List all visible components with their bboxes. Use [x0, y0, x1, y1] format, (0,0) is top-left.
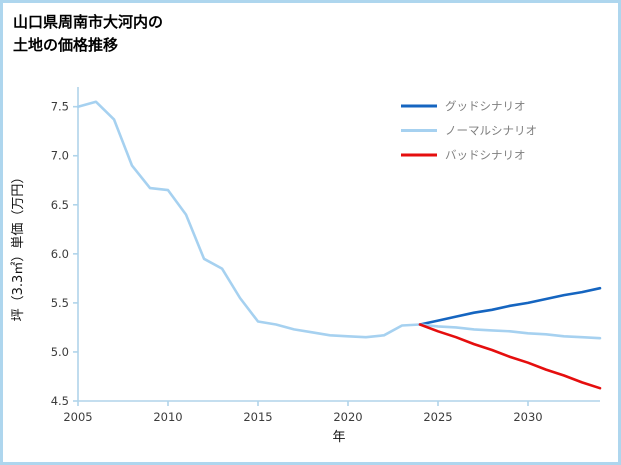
y-tick-label: 6.0 — [51, 247, 69, 261]
legend-label-bad: バッドシナリオ — [445, 148, 526, 162]
series-line-bad — [418, 323, 602, 390]
y-axis-label: 坪（3.3㎡）単価（万円） — [10, 171, 26, 322]
x-tick-label: 2030 — [513, 410, 542, 424]
chart-title: 山口県周南市大河内の 土地の価格推移 — [13, 11, 163, 56]
chart-title-line1: 山口県周南市大河内の — [13, 13, 164, 31]
y-tick-label: 5.5 — [51, 296, 69, 310]
y-tick-label: 5.0 — [51, 345, 69, 359]
chart-title-line2: 土地の価格推移 — [13, 35, 119, 54]
y-tick-label: 4.5 — [51, 394, 69, 408]
series-line-normal — [418, 323, 602, 340]
series-line-good — [418, 286, 602, 326]
x-tick-label: 2010 — [153, 410, 182, 424]
x-tick-label: 2015 — [243, 410, 272, 424]
x-tick-label: 2025 — [423, 410, 452, 424]
y-tick-label: 7.5 — [51, 100, 69, 114]
x-axis-label: 年 — [332, 430, 345, 445]
series-line-historical — [76, 100, 422, 339]
legend-label-good: グッドシナリオ — [445, 99, 526, 113]
x-tick-label: 2005 — [63, 410, 92, 424]
legend-label-normal: ノーマルシナリオ — [445, 124, 537, 138]
y-tick-label: 6.5 — [51, 198, 69, 212]
x-tick-label: 2020 — [333, 410, 362, 424]
y-tick-label: 7.0 — [51, 149, 69, 163]
price-trend-line-chart: 2005 2010 2015 2020 2025 2030 4.5 5.0 5.5 6.0 6.5 7… — [10, 87, 602, 445]
